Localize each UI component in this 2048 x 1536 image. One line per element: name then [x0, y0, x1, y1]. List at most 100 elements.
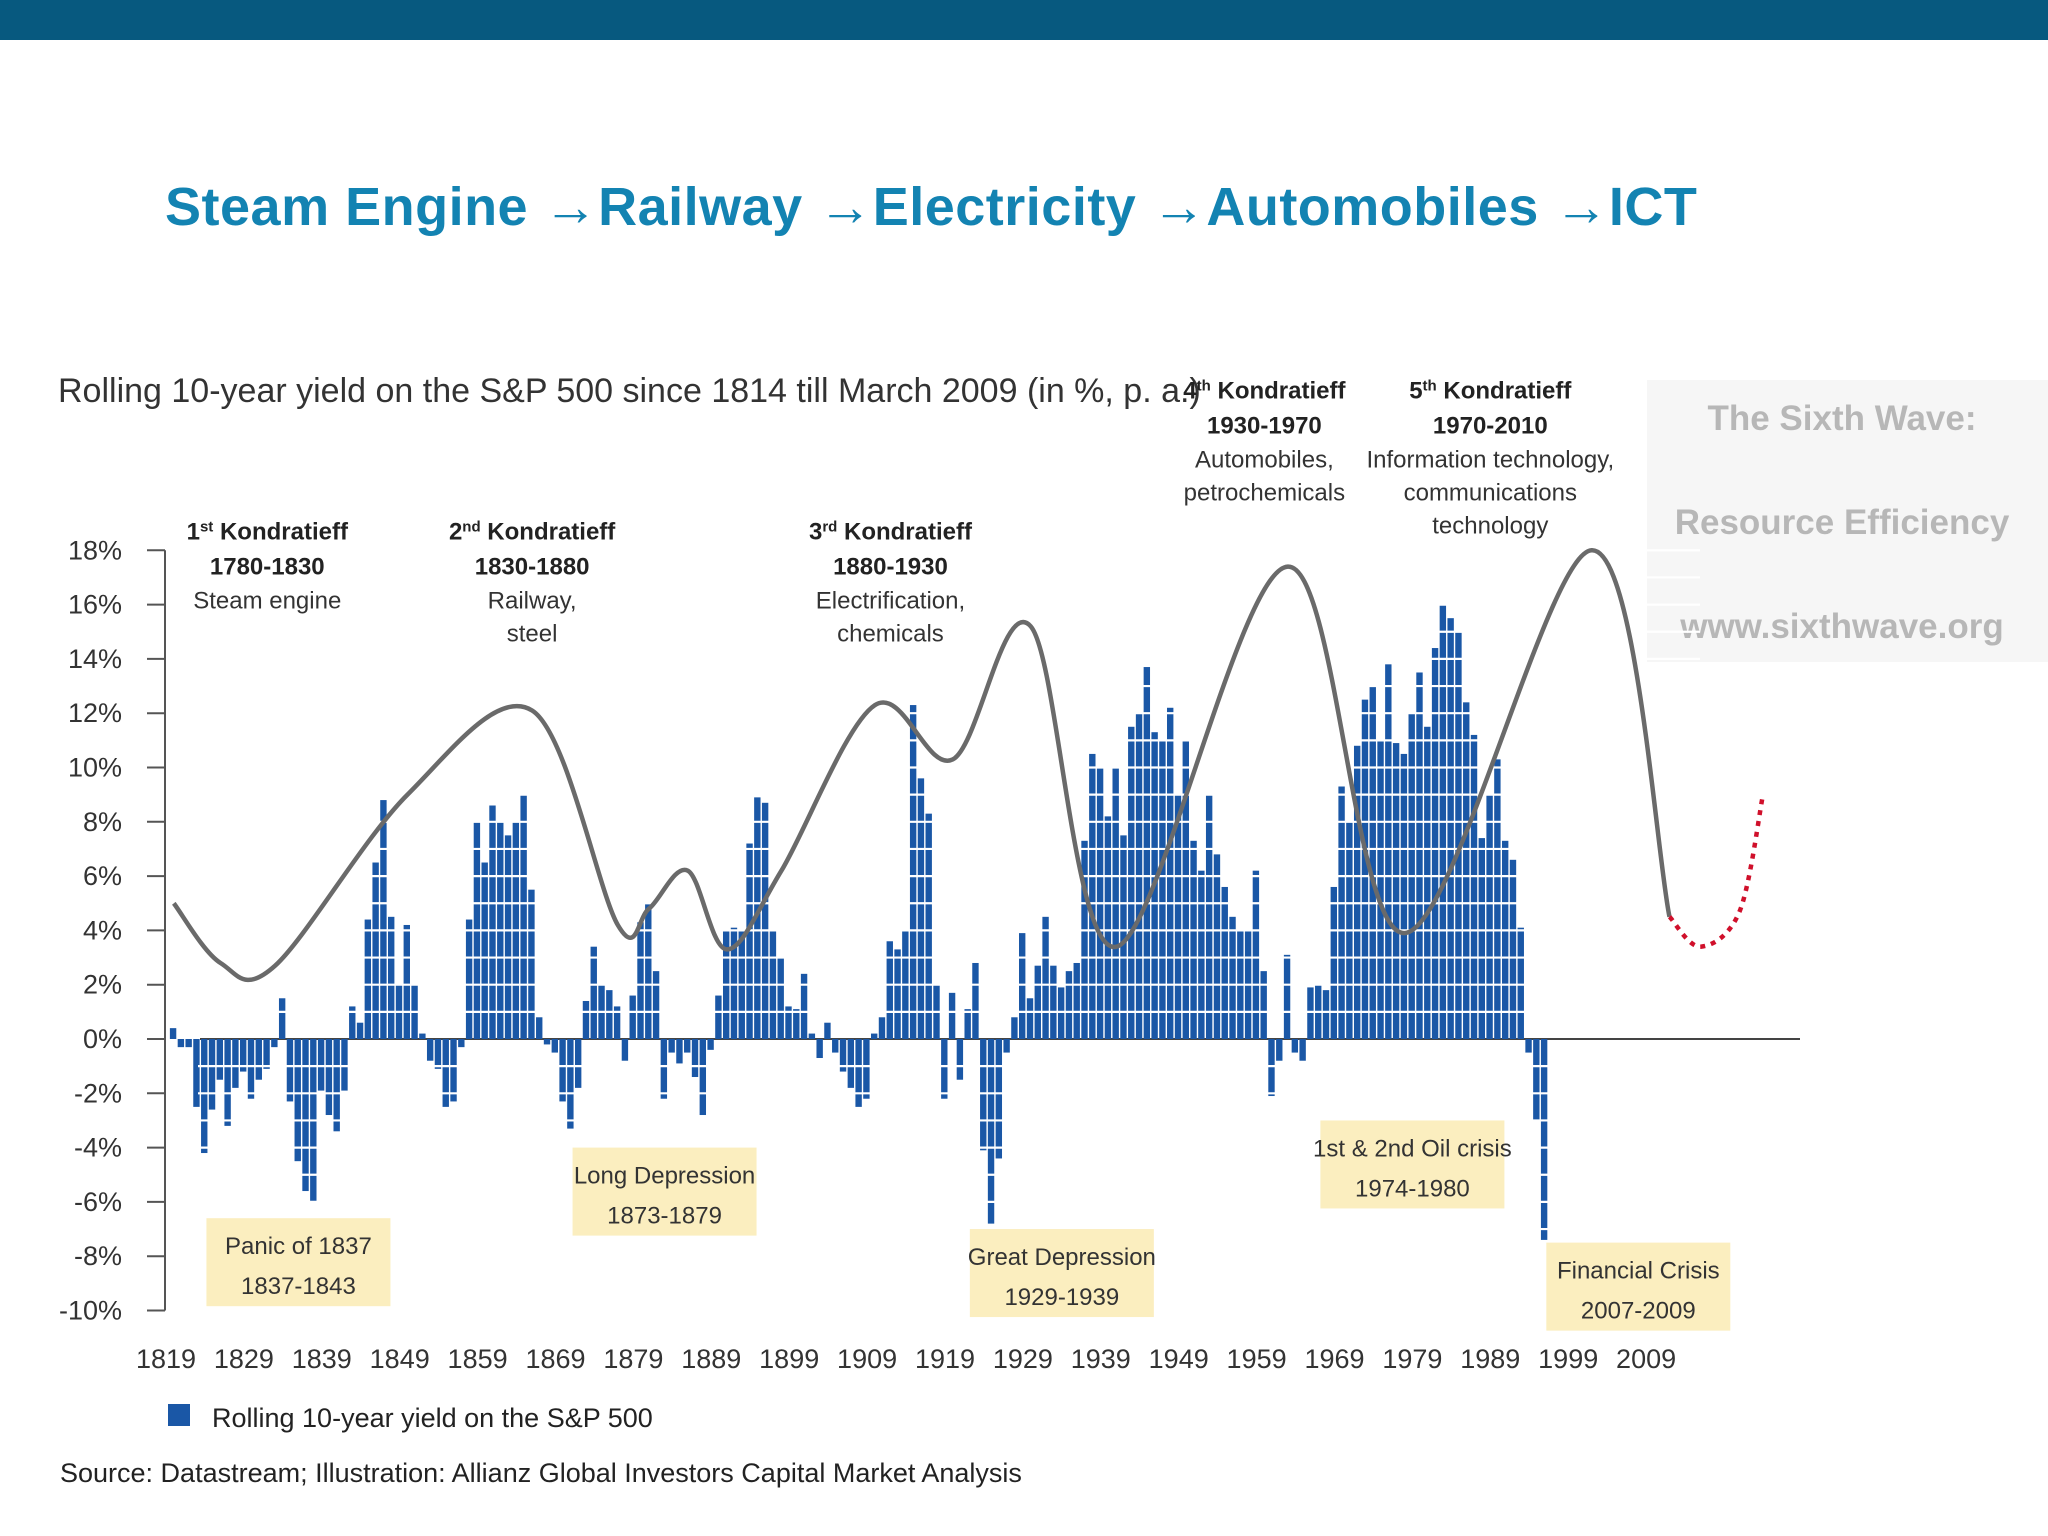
data-bar	[684, 1039, 691, 1053]
data-bar	[941, 1039, 948, 1099]
crisis-period: 1974-1980	[1355, 1175, 1470, 1202]
data-bar	[1034, 965, 1041, 1039]
y-tick-label: 8%	[83, 807, 122, 837]
data-bar	[1190, 840, 1197, 1039]
data-bar	[185, 1039, 192, 1048]
crisis-box	[1320, 1120, 1505, 1209]
y-tick-label: 2%	[83, 970, 122, 1000]
data-bar	[878, 1017, 886, 1039]
crisis-period: 1873-1879	[607, 1203, 722, 1230]
wave-label-title: 3rd Kondratieff	[809, 518, 973, 546]
wave-label-theme: chemicals	[837, 620, 944, 647]
wave-label-theme: Railway,	[488, 587, 577, 614]
data-bar	[1424, 726, 1431, 1039]
data-bar	[980, 1039, 987, 1151]
data-bar	[1525, 1039, 1532, 1053]
x-tick-label: 1869	[525, 1344, 585, 1374]
data-bar	[668, 1039, 675, 1053]
data-bar	[1221, 886, 1228, 1039]
wave-label-title: 4th Kondratieff	[1183, 377, 1346, 405]
data-bar	[1143, 667, 1151, 1039]
data-bar	[777, 957, 784, 1039]
data-bar	[232, 1039, 239, 1088]
crisis-box	[1546, 1242, 1731, 1331]
data-bar	[1042, 916, 1049, 1039]
data-bar	[1057, 987, 1065, 1039]
x-tick-label: 1889	[681, 1344, 741, 1374]
data-bar	[746, 843, 753, 1039]
data-bar	[1369, 686, 1376, 1039]
data-bar	[1073, 962, 1080, 1039]
data-bar	[465, 919, 473, 1039]
y-tick-label: 0%	[83, 1024, 122, 1054]
data-bar	[559, 1039, 566, 1102]
data-bar	[1182, 740, 1189, 1039]
data-bar	[1416, 672, 1423, 1039]
data-bar	[263, 1039, 270, 1069]
crisis-period: 2007-2009	[1581, 1298, 1696, 1325]
wave-label-title: 2nd Kondratieff	[449, 518, 616, 546]
data-bar	[987, 1039, 995, 1224]
wave-name: Kondratieff	[481, 518, 617, 545]
wave-label-theme: Electrification,	[816, 587, 965, 614]
data-bar	[551, 1039, 558, 1053]
wave-ordinal-suffix: st	[200, 518, 213, 535]
crisis-box	[969, 1229, 1154, 1318]
crisis-name: 1st & 2nd Oil crisis	[1313, 1135, 1512, 1162]
data-bar	[356, 1022, 364, 1039]
y-tick-label: -6%	[74, 1187, 122, 1217]
data-bar	[520, 794, 527, 1039]
data-bar	[886, 941, 893, 1039]
data-bar	[426, 1039, 434, 1061]
sixth-wave-projection-curve	[1667, 794, 1766, 949]
data-bar	[317, 1039, 325, 1091]
crisis-annotation: Long Depression 1873-1879	[572, 1147, 757, 1236]
top-bar	[0, 0, 2048, 40]
x-tick-label: 1839	[292, 1344, 352, 1374]
data-bar	[1167, 707, 1174, 1039]
data-bar	[1392, 743, 1400, 1039]
data-bar	[1229, 916, 1236, 1039]
legend-swatch	[168, 1404, 190, 1426]
data-bar	[1252, 870, 1260, 1039]
data-bar	[1338, 786, 1345, 1039]
wave-label-period: 1880-1930	[833, 553, 948, 580]
kondratieff-wave-curve	[171, 548, 1672, 983]
data-bar	[574, 1039, 582, 1088]
crisis-name: Panic of 1837	[225, 1233, 372, 1260]
data-bar	[800, 973, 808, 1039]
wave-ordinal: 1	[187, 518, 200, 545]
data-bar	[1050, 965, 1057, 1039]
x-tick-label: 1859	[448, 1344, 508, 1374]
data-bar	[1081, 840, 1088, 1039]
data-bar	[325, 1039, 333, 1116]
data-bar	[816, 1039, 823, 1059]
data-bar	[964, 1009, 971, 1039]
data-bar	[871, 1033, 878, 1039]
crisis-period: 1837-1843	[241, 1273, 356, 1300]
y-tick-label: 4%	[83, 915, 122, 945]
data-bar	[1431, 648, 1439, 1039]
data-bar	[216, 1039, 224, 1080]
wave-label-period: 1780-1830	[210, 553, 325, 580]
x-tick-label: 1849	[370, 1344, 430, 1374]
data-bar	[1291, 1039, 1299, 1053]
wave-name: Kondratieff	[1437, 377, 1573, 404]
chart-title: Rolling 10-year yield on the S&P 500 sin…	[58, 372, 1201, 410]
data-bar	[847, 1039, 855, 1088]
crisis-annotation: 1st & 2nd Oil crisis 1974-1980	[1313, 1120, 1512, 1209]
crisis-annotation: Panic of 1837 1837-1843	[206, 1218, 391, 1307]
data-bar	[793, 1009, 800, 1039]
data-bar	[1128, 726, 1135, 1039]
data-bar	[715, 995, 722, 1039]
data-bar	[458, 1039, 465, 1048]
data-bar	[691, 1039, 699, 1078]
y-tick-label: -2%	[74, 1078, 122, 1108]
data-bar	[1011, 1017, 1018, 1039]
data-bar	[1276, 1039, 1283, 1061]
data-bar	[1353, 745, 1361, 1039]
data-bar	[1455, 631, 1462, 1039]
data-bar	[240, 1039, 247, 1072]
data-bar	[286, 1039, 294, 1102]
data-bar	[707, 1039, 714, 1050]
